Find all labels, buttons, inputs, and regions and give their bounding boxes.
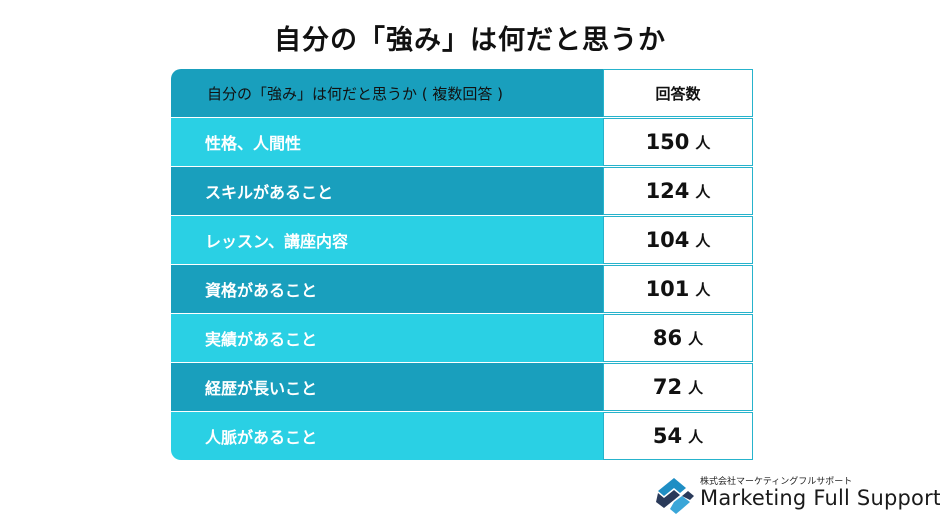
- row-value-cell: 124 人: [603, 167, 753, 215]
- header-category: 自分の「強み」は何だと思うか ( 複数回答 ): [171, 69, 603, 117]
- logo-brand-name: Marketing Full Support: [700, 486, 940, 510]
- row-unit: 人: [688, 427, 704, 446]
- row-label: 資格があること: [171, 265, 603, 313]
- table-row: 資格があること 101 人: [171, 265, 753, 313]
- row-value-cell: 86 人: [603, 314, 753, 362]
- row-label: 経歴が長いこと: [171, 363, 603, 411]
- row-unit: 人: [695, 133, 711, 152]
- row-unit: 人: [688, 378, 704, 397]
- row-value: 150: [645, 130, 690, 154]
- table-row: 実績があること 86 人: [171, 314, 753, 362]
- table-header-row: 自分の「強み」は何だと思うか ( 複数回答 ) 回答数: [171, 69, 753, 117]
- table-row: 経歴が長いこと 72 人: [171, 363, 753, 411]
- row-unit: 人: [695, 231, 711, 250]
- company-logo: 株式会社マーケティングフルサポート Marketing Full Support: [652, 474, 940, 522]
- table-row: 人脈があること 54 人: [171, 412, 753, 460]
- survey-table: 自分の「強み」は何だと思うか ( 複数回答 ) 回答数 性格、人間性 150 人…: [171, 69, 753, 461]
- table-row: レッスン、講座内容 104 人: [171, 216, 753, 264]
- row-label: スキルがあること: [171, 167, 603, 215]
- row-value-cell: 101 人: [603, 265, 753, 313]
- row-value-cell: 150 人: [603, 118, 753, 166]
- page-title: 自分の「強み」は何だと思うか: [274, 25, 666, 56]
- header-count: 回答数: [603, 69, 753, 117]
- row-unit: 人: [688, 329, 704, 348]
- row-label: 性格、人間性: [171, 118, 603, 166]
- row-unit: 人: [695, 280, 711, 299]
- table-row: スキルがあること 124 人: [171, 167, 753, 215]
- row-value: 72: [652, 375, 683, 399]
- mfs-logo-icon: [656, 478, 694, 514]
- row-value: 104: [645, 228, 690, 252]
- row-label: レッスン、講座内容: [171, 216, 603, 264]
- row-value-cell: 54 人: [603, 412, 753, 460]
- row-value-cell: 104 人: [603, 216, 753, 264]
- logo-company-name: 株式会社マーケティングフルサポート: [700, 477, 853, 487]
- row-value: 86: [652, 326, 683, 350]
- row-value-cell: 72 人: [603, 363, 753, 411]
- row-value: 54: [652, 424, 683, 448]
- row-value: 101: [645, 277, 690, 301]
- row-label: 人脈があること: [171, 412, 603, 460]
- table-row: 性格、人間性 150 人: [171, 118, 753, 166]
- row-value: 124: [645, 179, 690, 203]
- row-label: 実績があること: [171, 314, 603, 362]
- row-unit: 人: [695, 182, 711, 201]
